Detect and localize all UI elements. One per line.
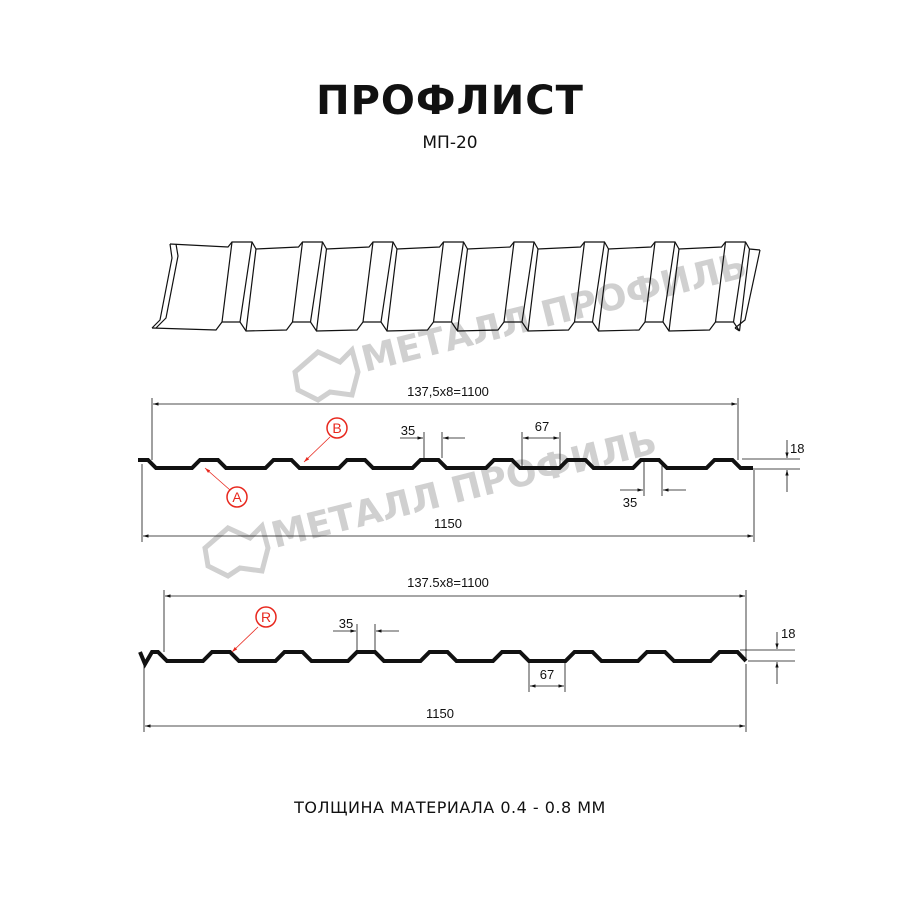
page-title: ПРОФЛИСТ: [316, 78, 584, 124]
sheet-rib: [221, 241, 257, 332]
dim-67-a: 67: [535, 419, 549, 434]
sheet-rib: [291, 241, 328, 332]
watermark-text: МЕТАЛЛ ПРОФИЛЬ: [357, 245, 751, 380]
marker-a-label: A: [232, 489, 242, 505]
watermark-logo-icon: [202, 521, 271, 579]
marker-b: [326, 417, 348, 439]
watermark-logo-icon: [292, 345, 361, 403]
sheet-3d-view: [151, 241, 761, 332]
dim-1150-a: 1150: [434, 516, 462, 531]
sheet-rib: [573, 241, 610, 332]
marker-b-label: B: [332, 420, 341, 436]
model-subtitle: МП-20: [422, 133, 478, 153]
dim-67-b: 67: [540, 667, 554, 682]
sheet-rib: [362, 241, 398, 332]
profile-b-shape: [138, 650, 748, 669]
dim-1100-a: 137,5x8=1100: [407, 384, 489, 399]
profile-a-shape: [138, 458, 753, 470]
dim-18-a: 18: [790, 441, 804, 456]
watermark-2: МЕТАЛЛ ПРОФИЛЬ: [202, 421, 661, 579]
dim-1100-b: 137.5x8=1100: [407, 575, 489, 590]
dim-1150-b: 1150: [426, 706, 454, 721]
marker-r: [255, 606, 277, 628]
watermark-text: МЕТАЛЛ ПРОФИЛЬ: [267, 421, 661, 556]
profile-a: 137,5x8=1100 1150 35 67 35 18 B A: [138, 384, 804, 542]
dim-35-top-a: 35: [401, 423, 415, 438]
sheet-rib: [503, 241, 539, 332]
profile-b: 137.5x8=1100 1150 35 67 18 R: [138, 575, 795, 732]
sheet-rib: [644, 241, 680, 332]
sheet-rib: [714, 241, 751, 332]
dim-35-bottom-a: 35: [623, 495, 637, 510]
sheet-bottom-edge: [151, 321, 740, 332]
sheet-ends: [151, 243, 761, 329]
marker-a: [226, 486, 248, 508]
material-thickness: ТОЛЩИНА МАТЕРИАЛА 0.4 - 0.8 ММ: [294, 798, 606, 817]
dim-18-b: 18: [781, 626, 795, 641]
sheet-rib: [432, 241, 469, 332]
marker-r-label: R: [261, 609, 271, 625]
sheet-top-edge: [169, 241, 761, 251]
dim-35-b: 35: [339, 616, 353, 631]
